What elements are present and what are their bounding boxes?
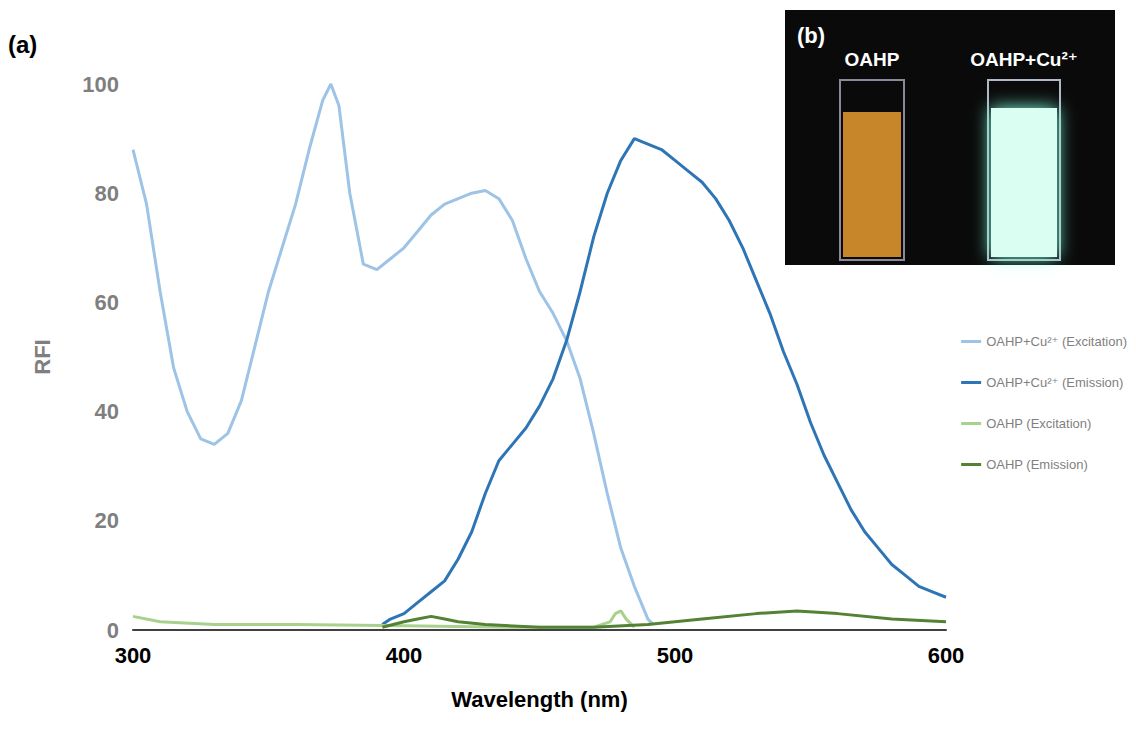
svg-text:500: 500 (657, 643, 694, 668)
svg-text:OAHP (Excitation): OAHP (Excitation) (986, 416, 1091, 431)
svg-text:OAHP+Cu²⁺ (Excitation): OAHP+Cu²⁺ (Excitation) (986, 334, 1127, 349)
svg-text:(a): (a) (8, 31, 37, 58)
svg-text:OAHP: OAHP (845, 49, 900, 70)
svg-text:60: 60 (95, 290, 119, 315)
svg-text:(b): (b) (797, 23, 825, 48)
svg-text:OAHP+Cu²⁺: OAHP+Cu²⁺ (970, 49, 1078, 70)
svg-text:40: 40 (95, 399, 119, 424)
svg-text:600: 600 (928, 643, 965, 668)
svg-text:80: 80 (95, 181, 119, 206)
svg-text:RFI: RFI (30, 339, 55, 374)
svg-text:Wavelength (nm): Wavelength (nm) (451, 687, 627, 712)
svg-text:OAHP+Cu²⁺ (Emission): OAHP+Cu²⁺ (Emission) (986, 375, 1123, 390)
svg-text:300: 300 (115, 643, 152, 668)
svg-text:400: 400 (386, 643, 423, 668)
svg-text:OAHP (Emission): OAHP (Emission) (986, 457, 1088, 472)
svg-text:0: 0 (107, 618, 119, 643)
svg-text:100: 100 (82, 72, 119, 97)
svg-text:20: 20 (95, 508, 119, 533)
